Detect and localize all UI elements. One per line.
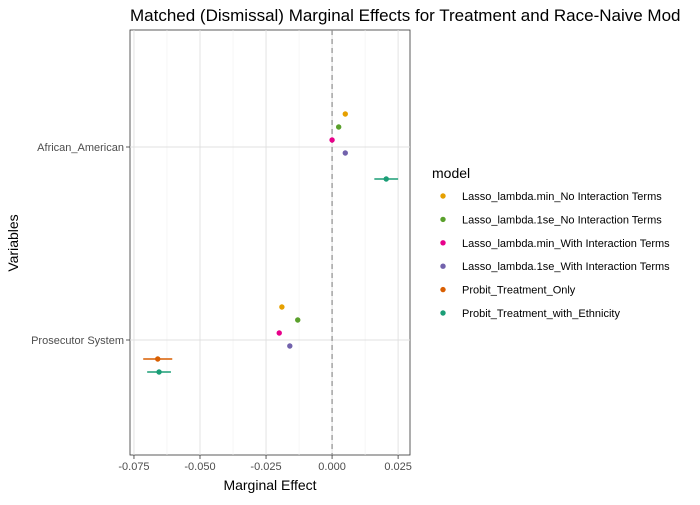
data-point [329, 137, 335, 143]
legend-key [440, 240, 446, 246]
data-point [155, 356, 161, 362]
legend: model Lasso_lambda.min_No Interaction Te… [432, 165, 670, 320]
x-tick-label: 0.025 [384, 461, 412, 473]
data-point [342, 150, 348, 156]
data-point [383, 176, 389, 182]
x-tick-label: -0.050 [184, 461, 215, 473]
x-axis: -0.075 -0.050 -0.025 0.000 0.025 [118, 455, 412, 473]
legend-key [440, 193, 446, 199]
legend-label: Probit_Treatment_Only [462, 285, 576, 297]
legend-title: model [432, 165, 470, 181]
data-point [156, 369, 162, 375]
data-point [295, 317, 301, 323]
chart-title: Matched (Dismissal) Marginal Effects for… [130, 6, 681, 25]
legend-label: Lasso_lambda.1se_With Interaction Terms [462, 261, 670, 273]
y-axis: African_American Prosecutor System [31, 142, 130, 347]
x-tick-label: 0.000 [318, 461, 346, 473]
grid [130, 30, 410, 455]
plot-panel [129, 29, 411, 456]
legend-label: Lasso_lambda.min_No Interaction Terms [462, 191, 662, 203]
y-tick-label: African_American [37, 142, 124, 154]
data-point [276, 330, 282, 336]
data-marks [143, 111, 399, 375]
legend-key [440, 216, 446, 223]
legend-key [440, 263, 446, 269]
legend-key [440, 310, 446, 316]
legend-key [440, 286, 446, 293]
y-tick-label: Prosecutor System [31, 335, 124, 347]
data-point [335, 124, 342, 130]
legend-label: Probit_Treatment_with_Ethnicity [462, 308, 620, 320]
legend-label: Lasso_lambda.1se_No Interaction Terms [462, 214, 662, 226]
x-axis-title: Marginal Effect [223, 477, 316, 493]
y-axis-title: Variables [5, 214, 21, 271]
data-point [287, 343, 293, 349]
data-point [342, 111, 348, 117]
x-tick-label: -0.025 [250, 461, 281, 473]
x-tick-label: -0.075 [118, 461, 149, 473]
data-point [279, 304, 285, 310]
legend-label: Lasso_lambda.min_With Interaction Terms [462, 238, 670, 250]
